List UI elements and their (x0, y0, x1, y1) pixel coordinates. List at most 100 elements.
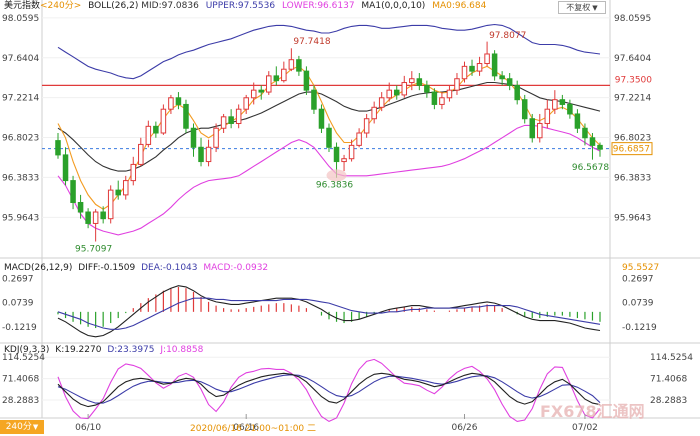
candle-body (363, 118, 370, 134)
candle-body (567, 103, 573, 115)
boll-label: BOLL(26,2) (88, 1, 139, 11)
boll-upper-line (57, 23, 601, 80)
period-label[interactable]: <240分> (40, 1, 82, 11)
candle-body (409, 78, 415, 84)
extreme-price-label: 97.7418 (293, 37, 330, 47)
candle-body (175, 97, 182, 105)
candle-body (213, 127, 219, 148)
chevron-down-icon: ▼ (32, 423, 39, 431)
candle-body (145, 125, 152, 145)
chart-title: 美元指数 (4, 1, 41, 11)
candle-body (70, 180, 76, 203)
boll-lower-line (57, 124, 601, 236)
candle-body (356, 132, 362, 146)
macd-axis-left-label: -0.1219 (2, 323, 37, 333)
price-axis-right-label: 98.0595 (614, 14, 651, 24)
candle-body (168, 97, 174, 110)
reference-price-label: 97.3500 (615, 75, 652, 85)
candle-body (138, 143, 144, 165)
candle-body (311, 89, 317, 110)
kdj-axis-left-label: 71.4068 (2, 375, 39, 385)
candle-body (326, 127, 332, 148)
price-axis-right-label: 96.8023 (614, 134, 651, 144)
price-axis-right-label: 97.2214 (614, 94, 651, 104)
extreme-price-label: 96.5678 (572, 163, 609, 173)
price-axis-left-label: 95.9643 (2, 213, 39, 223)
candle-body (266, 75, 272, 93)
extreme-price-label: 95.7097 (75, 245, 112, 255)
current-price-label: 96.6857 (613, 145, 650, 155)
candle-body (491, 53, 498, 77)
candle-body (431, 91, 438, 105)
kdj-legend: KDJ(9,3,3) K:19.2270 D:23.3975 J:10.8858 (4, 345, 203, 355)
candle-body (582, 127, 588, 139)
kdj-axis-left-label: 114.5254 (2, 353, 45, 363)
low-highlight-marker (326, 169, 347, 182)
kdj-d: D:23.3975 (107, 345, 155, 355)
ma0-value: MA0:96.684 (432, 1, 487, 11)
chevron-down-icon: ▼ (592, 4, 598, 12)
price-axis-left-label: 97.6404 (2, 54, 39, 64)
kdj-k-line (57, 372, 601, 408)
price-axis-right-label: 95.9643 (614, 213, 651, 223)
candle-body (386, 89, 392, 99)
candle-body (484, 53, 490, 65)
macd-diff-line (57, 285, 601, 338)
candle-body (85, 211, 91, 224)
price-legend: 美元指数<240分> BOLL(26,2) MID:97.0836 UPPER:… (4, 1, 486, 12)
candle-body (115, 189, 121, 196)
time-axis-label: 06/26 (452, 423, 478, 433)
candle-body (303, 70, 310, 91)
candle-body (77, 201, 84, 213)
candle-body (281, 68, 287, 82)
macd-label: MACD(26,12,9) (4, 263, 73, 273)
candle-body (529, 118, 536, 139)
candle-body (130, 163, 137, 182)
candle-body (521, 99, 528, 120)
candle-body (198, 146, 204, 163)
candle-body (160, 108, 167, 134)
candle-body (288, 59, 295, 70)
kdj-j: J:10.8858 (160, 345, 204, 355)
candle-body (107, 189, 114, 220)
adjust-dropdown[interactable]: 不复权 ▼ (558, 1, 606, 14)
boll-lower: LOWER:96.6137 (281, 1, 355, 11)
candle-body (341, 158, 347, 163)
candle-body (461, 65, 468, 80)
kdj-k: K:19.2270 (55, 345, 102, 355)
adjust-label: 不复权 (566, 3, 591, 12)
candle-body (183, 103, 189, 129)
ma-label: MA1(0,0,0,10) (361, 1, 426, 11)
boll-upper: UPPER:97.5536 (205, 1, 276, 11)
cursor-time-label: 2020/06/16 21:00~01:00 二 (190, 424, 317, 434)
candle-body (454, 78, 460, 91)
candle-body (190, 127, 197, 148)
candle-body (589, 137, 596, 146)
candle-body (574, 113, 581, 129)
extreme-price-label: 97.8077 (489, 31, 526, 41)
kdj-axis-left-label: 28.2883 (2, 396, 39, 406)
macd-axis-right-label: 0.2697 (622, 274, 654, 284)
macd-axis-left-label: 0.0739 (2, 299, 34, 309)
extreme-price-label: 96.3836 (316, 180, 353, 190)
macd-axis-left-label: 0.2697 (2, 274, 34, 284)
price-axis-left-label: 96.8023 (2, 134, 39, 144)
macd-dea: DEA:-0.1043 (141, 263, 198, 273)
time-axis-label: 06/10 (75, 423, 101, 433)
period-selector[interactable]: 240分▼ (0, 420, 44, 434)
macd-dea-line (57, 297, 601, 330)
kdj-axis-right-label: 71.4068 (650, 375, 687, 385)
candle-body (273, 75, 280, 82)
candle-body (228, 116, 234, 124)
period-selector-label: 240分 (5, 422, 32, 432)
candle-body (499, 75, 505, 80)
candle-body (439, 97, 445, 105)
candle-body (243, 97, 249, 110)
candle-body (371, 106, 377, 120)
kdj-d-line (57, 374, 601, 404)
candle-body (296, 59, 302, 72)
price-axis-right-label: 96.3833 (614, 173, 651, 183)
price-axis-left-label: 96.3833 (2, 173, 39, 183)
candle-body (597, 144, 603, 150)
